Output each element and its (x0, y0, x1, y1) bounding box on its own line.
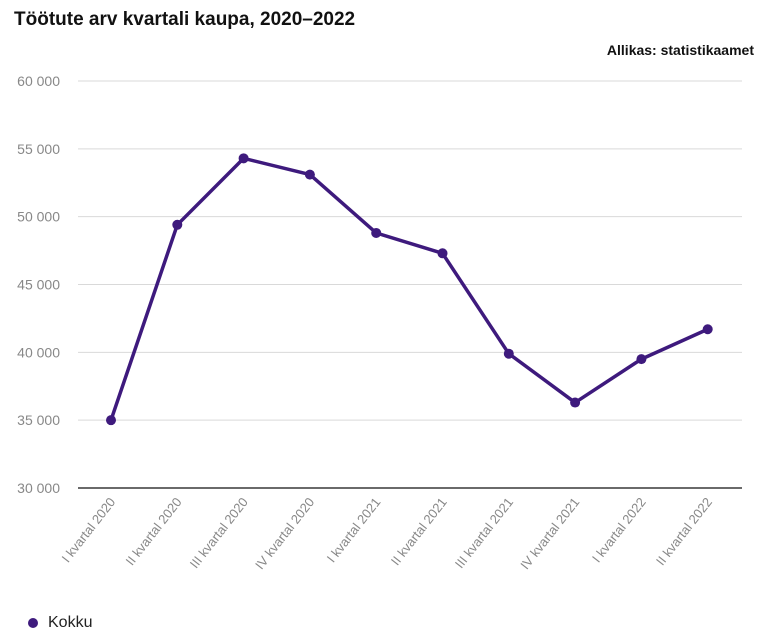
data-point (371, 227, 382, 238)
legend: Kokku (28, 614, 92, 632)
data-point (570, 397, 581, 408)
y-tick-label: 45 000 (17, 277, 60, 293)
y-tick-label: 40 000 (17, 344, 60, 360)
data-point (636, 354, 647, 365)
x-tick-label: I kvartal 2022 (589, 495, 649, 566)
legend-label: Kokku (48, 614, 93, 631)
source-note: Allikas: statistikaamet (606, 42, 754, 58)
data-point (172, 219, 183, 230)
x-tick-label: II kvartal 2020 (123, 495, 185, 569)
x-tick-label: II kvartal 2021 (388, 495, 450, 569)
y-tick-label: 30 000 (17, 480, 60, 496)
series-line (109, 156, 710, 422)
circle-marker-icon (28, 618, 38, 628)
line-chart: 30 000 35 000 40 000 45 000 50 000 55 000 60 0… (17, 73, 742, 573)
y-tick-label: 60 000 (17, 73, 60, 89)
data-point (702, 324, 713, 335)
x-tick-label: I kvartal 2021 (324, 495, 384, 566)
data-point (503, 348, 514, 359)
x-tick-label: III kvartal 2020 (187, 495, 251, 571)
x-tick-label: II kvartal 2022 (653, 495, 715, 569)
x-tick-label: I kvartal 2020 (58, 495, 118, 566)
x-tick-label: IV kvartal 2021 (517, 495, 582, 573)
x-tick-label: III kvartal 2021 (452, 495, 516, 571)
data-point (437, 248, 448, 259)
chart-title: Töötute arv kvartali kaupa, 2020–2022 (14, 9, 356, 30)
y-tick-label: 50 000 (17, 209, 60, 225)
y-tick-label: 35 000 (17, 412, 60, 428)
data-point (106, 415, 116, 426)
x-tick-label: IV kvartal 2020 (252, 495, 317, 573)
data-point (304, 169, 315, 180)
y-tick-label: 55 000 (17, 141, 60, 157)
data-point (238, 153, 249, 164)
